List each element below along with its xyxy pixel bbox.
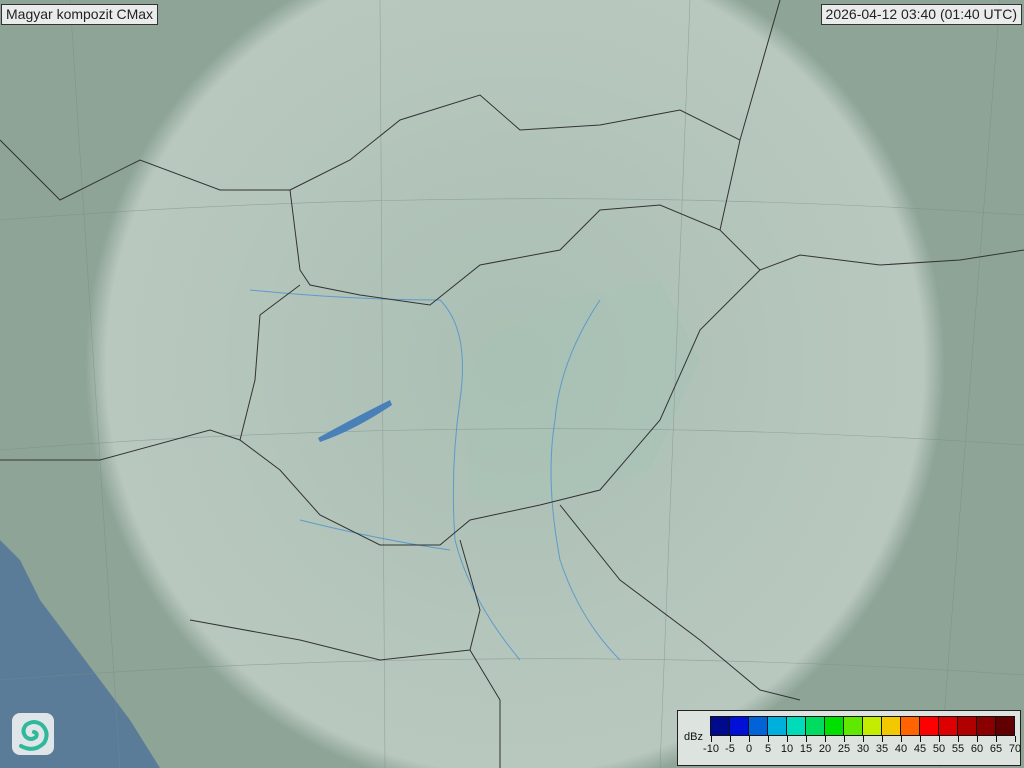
legend-label: 30 bbox=[856, 743, 870, 755]
legend-label: -10 bbox=[703, 743, 719, 755]
legend-label: 5 bbox=[764, 743, 772, 755]
legend-tick bbox=[787, 736, 788, 742]
legend-color-cell bbox=[806, 717, 825, 735]
legend-color-cell bbox=[882, 717, 901, 735]
plain-region bbox=[460, 280, 700, 500]
legend-color-cell bbox=[787, 717, 806, 735]
legend-label: 0 bbox=[745, 743, 753, 755]
legend-label: -5 bbox=[725, 743, 735, 755]
swirl-logo-icon bbox=[12, 713, 54, 755]
legend-tick bbox=[711, 736, 712, 742]
legend-color-cell bbox=[901, 717, 920, 735]
legend-color-cell bbox=[844, 717, 863, 735]
legend-color-cell bbox=[768, 717, 787, 735]
legend-color-cell bbox=[711, 717, 730, 735]
legend-tick bbox=[996, 736, 997, 742]
legend-label: 55 bbox=[951, 743, 965, 755]
legend-tick bbox=[768, 736, 769, 742]
legend-tick bbox=[920, 736, 921, 742]
legend-color-cell bbox=[996, 717, 1014, 735]
legend-tick bbox=[939, 736, 940, 742]
lake-balaton bbox=[318, 400, 392, 442]
legend-tick bbox=[730, 736, 731, 742]
legend-unit: dBz bbox=[684, 731, 703, 743]
legend-color-bar bbox=[710, 716, 1015, 736]
legend-color-cell bbox=[958, 717, 977, 735]
legend-label: 40 bbox=[894, 743, 908, 755]
legend-color-cell bbox=[749, 717, 768, 735]
legend-tick bbox=[844, 736, 845, 742]
legend-label: 70 bbox=[1008, 743, 1022, 755]
legend-label: 10 bbox=[780, 743, 794, 755]
legend-label: 65 bbox=[989, 743, 1003, 755]
legend-color-cell bbox=[920, 717, 939, 735]
timestamp-label: 2026-04-12 03:40 (01:40 UTC) bbox=[820, 4, 1022, 25]
legend-label: 35 bbox=[875, 743, 889, 755]
legend-label: 50 bbox=[932, 743, 946, 755]
adriatic-sea bbox=[0, 540, 160, 768]
legend-label: 20 bbox=[818, 743, 832, 755]
legend-tick bbox=[977, 736, 978, 742]
legend-color-cell bbox=[939, 717, 958, 735]
legend-label: 15 bbox=[799, 743, 813, 755]
legend-label: 25 bbox=[837, 743, 851, 755]
legend-tick bbox=[901, 736, 902, 742]
legend-color-cell bbox=[977, 717, 996, 735]
legend-tick bbox=[958, 736, 959, 742]
legend-tick bbox=[825, 736, 826, 742]
legend-tick bbox=[1015, 736, 1016, 742]
legend-color-cell bbox=[825, 717, 844, 735]
legend-tick bbox=[749, 736, 750, 742]
legend-ticks bbox=[710, 736, 1016, 742]
legend-tick bbox=[863, 736, 864, 742]
dbz-legend: dBz -10 -5 0 5 10 15 20 25 30 35 40 45 50 55 60 65 70 bbox=[677, 710, 1021, 766]
rivers bbox=[249, 289, 621, 661]
legend-color-cell bbox=[863, 717, 882, 735]
product-title: Magyar kompozit CMax bbox=[1, 4, 159, 25]
legend-label: 60 bbox=[970, 743, 984, 755]
legend-tick bbox=[806, 736, 807, 742]
legend-label: 45 bbox=[913, 743, 927, 755]
legend-tick bbox=[882, 736, 883, 742]
legend-color-cell bbox=[730, 717, 749, 735]
